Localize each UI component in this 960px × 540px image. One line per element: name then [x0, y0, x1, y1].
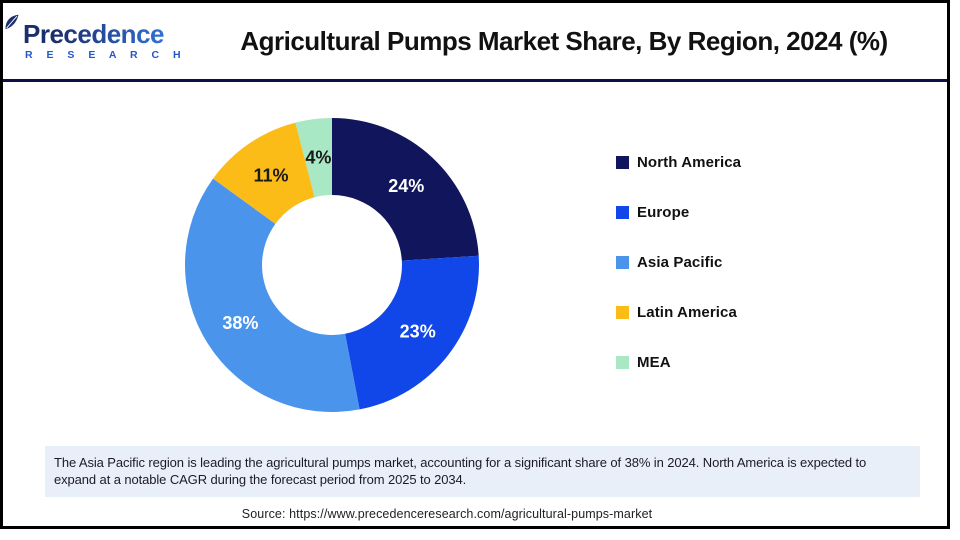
- source-line: Source: https://www.precedenceresearch.c…: [241, 507, 653, 521]
- brand-logo: Precedence R E S E A R C H: [3, 15, 193, 62]
- brand-subtitle: R E S E A R C H: [25, 49, 187, 62]
- legend-swatch: [616, 155, 629, 169]
- legend-label: Europe: [637, 203, 690, 221]
- legend-label: North America: [637, 153, 742, 171]
- donut-slice-mea: [295, 118, 332, 198]
- legend-label: Latin America: [637, 303, 737, 321]
- legend-swatch: [616, 305, 629, 319]
- donut-chart: 24% 23% 38% 11% 4%: [184, 118, 480, 413]
- note-box: The Asia Pacific region is leading the a…: [45, 446, 920, 497]
- slice-data-label: 24%: [388, 176, 424, 196]
- legend-label: Asia Pacific: [637, 253, 723, 271]
- slice-data-label: 4%: [305, 147, 331, 167]
- brand-name: Precedence: [23, 21, 193, 47]
- note-text: The Asia Pacific region is leading the a…: [54, 455, 867, 487]
- legend-swatch: [616, 255, 629, 269]
- legend-label: MEA: [637, 353, 671, 371]
- legend-swatch: [616, 205, 629, 219]
- leaf-icon: [5, 15, 19, 30]
- slice-data-label: 38%: [222, 313, 258, 333]
- legend: North America Europe Asia Pacific Latin Ame…: [616, 137, 741, 387]
- legend-item-asia-pacific: Asia Pacific: [616, 237, 741, 287]
- donut-slice-europe: [345, 255, 480, 410]
- legend-item-latin-america: Latin America: [616, 287, 741, 337]
- legend-item-north-america: North America: [616, 137, 741, 187]
- donut-slice-north-america: [332, 118, 479, 261]
- slice-data-label: 11%: [253, 165, 288, 185]
- header: Precedence R E S E A R C H Agricultural …: [3, 3, 947, 82]
- page-title: Agricultural Pumps Market Share, By Regi…: [240, 25, 888, 56]
- legend-item-europe: Europe: [616, 187, 741, 237]
- donut-slice-latin-america: [213, 122, 315, 224]
- legend-item-mea: MEA: [616, 337, 741, 387]
- donut-slice-asia-pacific: [184, 178, 360, 413]
- slice-data-label: 23%: [400, 322, 436, 342]
- legend-swatch: [616, 355, 629, 369]
